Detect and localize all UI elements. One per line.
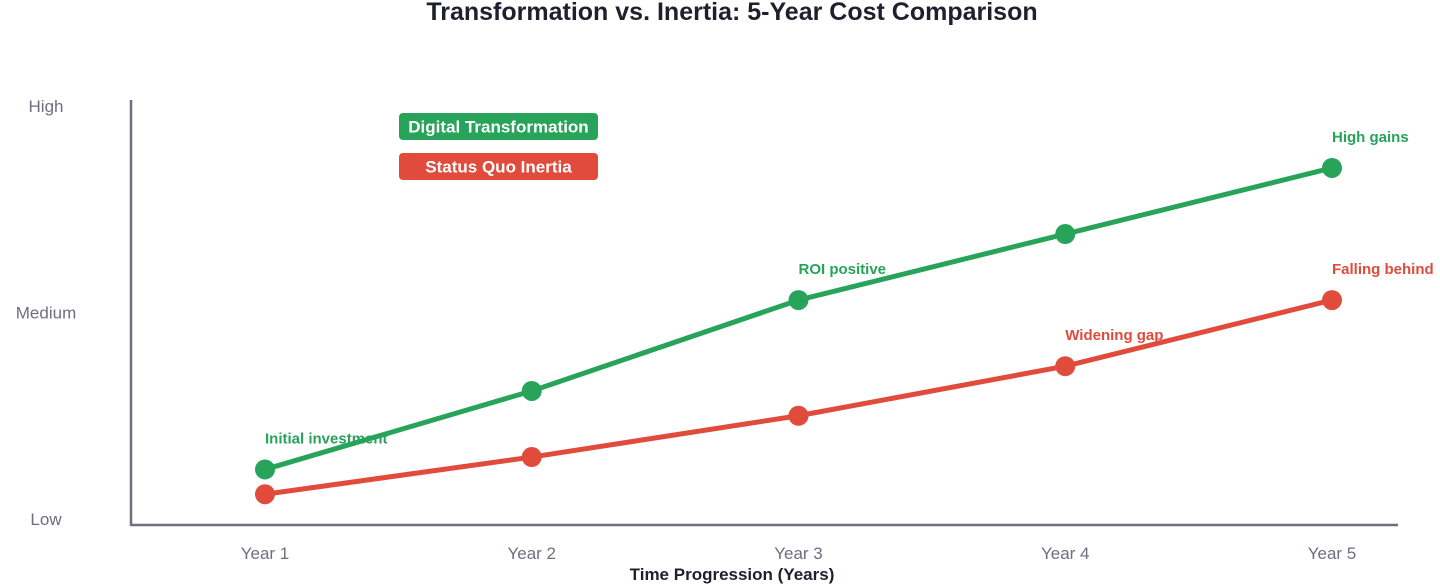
data-point-status-quo-inertia-2: [521, 447, 542, 468]
y-tick-low: Low: [30, 510, 62, 529]
annotation-roi-positive: ROI positive: [799, 261, 887, 278]
x-tick-4: Year 4: [1041, 544, 1090, 563]
legend: Digital Transformation Status Quo Inertia: [399, 113, 598, 180]
data-point-digital-transformation-5: [1322, 157, 1342, 178]
x-tick-1: Year 1: [241, 544, 290, 563]
chart-title: Transformation vs. Inertia: 5-Year Cost …: [426, 0, 1037, 26]
data-point-digital-transformation-4: [1055, 224, 1076, 245]
annotation-initial-investment: Initial investment: [265, 430, 388, 447]
annotation-falling-behind: Falling behind: [1332, 261, 1434, 278]
y-tick-high: High: [29, 97, 64, 116]
data-point-status-quo-inertia-5: [1322, 290, 1342, 311]
series-layer: [255, 157, 1342, 505]
legend-label: Digital Transformation: [408, 118, 588, 137]
data-point-status-quo-inertia-4: [1055, 356, 1076, 377]
x-tick-3: Year 3: [774, 544, 823, 563]
legend-badge: [399, 113, 598, 140]
series-line-status-quo-inertia: [262, 297, 1335, 497]
data-point-status-quo-inertia-1: [255, 484, 275, 505]
y-tick-medium: Medium: [16, 304, 76, 323]
data-point-status-quo-inertia-3: [788, 405, 809, 426]
legend-badge: [399, 153, 598, 180]
x-tick-5: Year 5: [1308, 544, 1357, 563]
data-point-digital-transformation-2: [521, 380, 542, 401]
legend-item-digital-transformation: Digital Transformation: [399, 113, 598, 140]
legend-item-status-quo-inertia: Status Quo Inertia: [399, 153, 598, 180]
data-point-digital-transformation-3: [788, 290, 809, 311]
data-point-digital-transformation-1: [255, 459, 275, 480]
x-tick-2: Year 2: [507, 544, 556, 563]
series-status-quo-inertia: [255, 290, 1342, 505]
y-tick-labels: Low Medium High: [16, 97, 76, 529]
annotations: Initial investment ROI positive High gains…: [265, 129, 1434, 447]
annotation-widening-gap: Widening gap: [1065, 327, 1163, 344]
x-tick-labels: Year 1 Year 2 Year 3 Year 4 Year 5: [241, 544, 1357, 563]
legend-label: Status Quo Inertia: [425, 158, 572, 177]
x-axis-label: Time Progression (Years): [630, 565, 835, 584]
series-digital-transformation: [255, 157, 1342, 480]
axes: [129, 100, 1398, 527]
annotation-high-gains: High gains: [1332, 129, 1409, 146]
